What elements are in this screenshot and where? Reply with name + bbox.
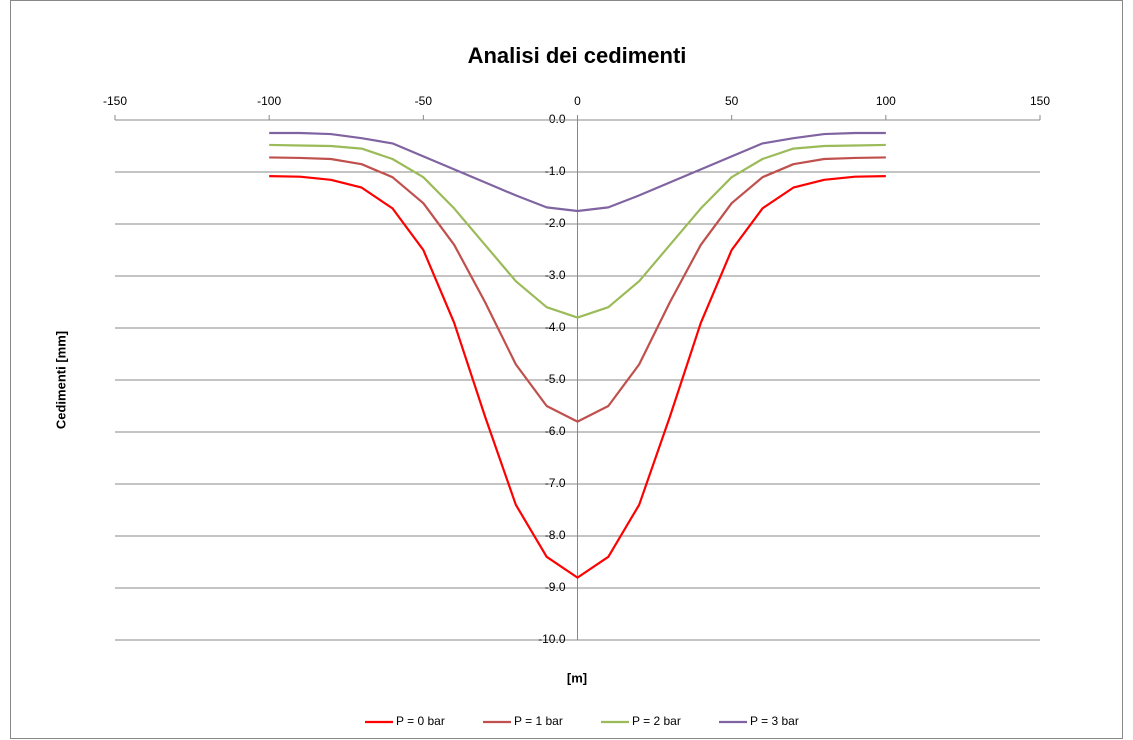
- chart-title: Analisi dei cedimenti: [468, 43, 687, 68]
- x-tick-label: 150: [1030, 94, 1050, 108]
- x-tick-label: -50: [415, 94, 433, 108]
- x-axis-title: [m]: [567, 670, 587, 685]
- chart-frame: [10, 0, 1123, 739]
- y-tick-label: -8.0: [545, 528, 566, 542]
- y-axis-title: Cedimenti [mm]: [53, 331, 68, 429]
- y-tick-label: -2.0: [545, 216, 566, 230]
- y-tick-label: -3.0: [545, 268, 566, 282]
- legend-label: P = 2 bar: [632, 714, 681, 728]
- y-tick-label: -10.0: [538, 632, 566, 646]
- y-tick-label: -1.0: [545, 164, 566, 178]
- y-tick-label: -5.0: [545, 372, 566, 386]
- y-tick-label: -7.0: [545, 476, 566, 490]
- legend-label: P = 1 bar: [514, 714, 563, 728]
- x-tick-label: 100: [876, 94, 896, 108]
- x-tick-label: 0: [574, 94, 581, 108]
- series-line: [269, 156, 886, 423]
- legend-label: P = 3 bar: [750, 714, 799, 728]
- y-tick-label: -9.0: [545, 580, 566, 594]
- y-tick-label: 0.0: [549, 112, 566, 126]
- series-line: [269, 143, 886, 319]
- legend-label: P = 0 bar: [396, 714, 445, 728]
- x-tick-label: -150: [103, 94, 127, 108]
- series-line: [269, 175, 886, 579]
- x-tick-label: 50: [725, 94, 739, 108]
- series-line: [269, 131, 886, 213]
- x-tick-label: -100: [257, 94, 281, 108]
- y-tick-label: -4.0: [545, 320, 566, 334]
- y-tick-label: -6.0: [545, 424, 566, 438]
